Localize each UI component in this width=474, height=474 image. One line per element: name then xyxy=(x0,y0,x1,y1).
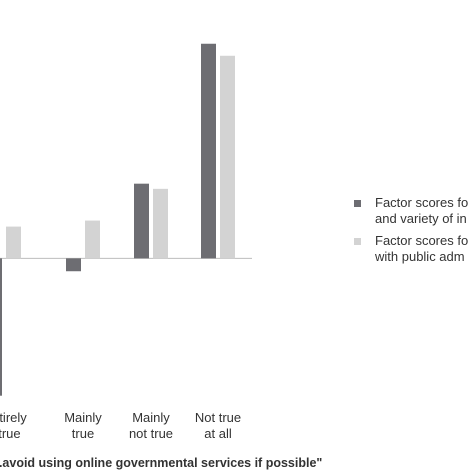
x-tick-label-2: Mainly true xyxy=(64,410,102,441)
bar-series-2-category-4 xyxy=(220,55,235,259)
x-tick-label-1: ...ntirely...true xyxy=(0,410,27,441)
bar-series-1-category-3 xyxy=(134,183,149,259)
legend-label-1: Factor scores fo and variety of in xyxy=(375,195,468,226)
x-tick-label-3: Mainly not true xyxy=(129,410,173,441)
bar-series-2-category-3 xyxy=(153,188,168,259)
bar-series-2-category-2 xyxy=(85,220,100,259)
x-axis-title: ...avoid using online governmental servi… xyxy=(0,456,322,470)
bar-series-1-category-1 xyxy=(0,258,2,396)
bars xyxy=(0,43,235,396)
legend-label-2: Factor scores fo with public adm xyxy=(374,233,468,264)
legend: Factor scores fo and variety of in Factor … xyxy=(354,195,468,264)
bar-series-1-category-2 xyxy=(66,258,81,272)
x-tick-label-4: Not true at all xyxy=(195,410,241,441)
bar-series-1-category-4 xyxy=(201,43,216,259)
legend-swatch-1 xyxy=(354,200,361,207)
bar-series-2-category-1 xyxy=(6,226,21,259)
legend-swatch-2 xyxy=(354,238,361,245)
